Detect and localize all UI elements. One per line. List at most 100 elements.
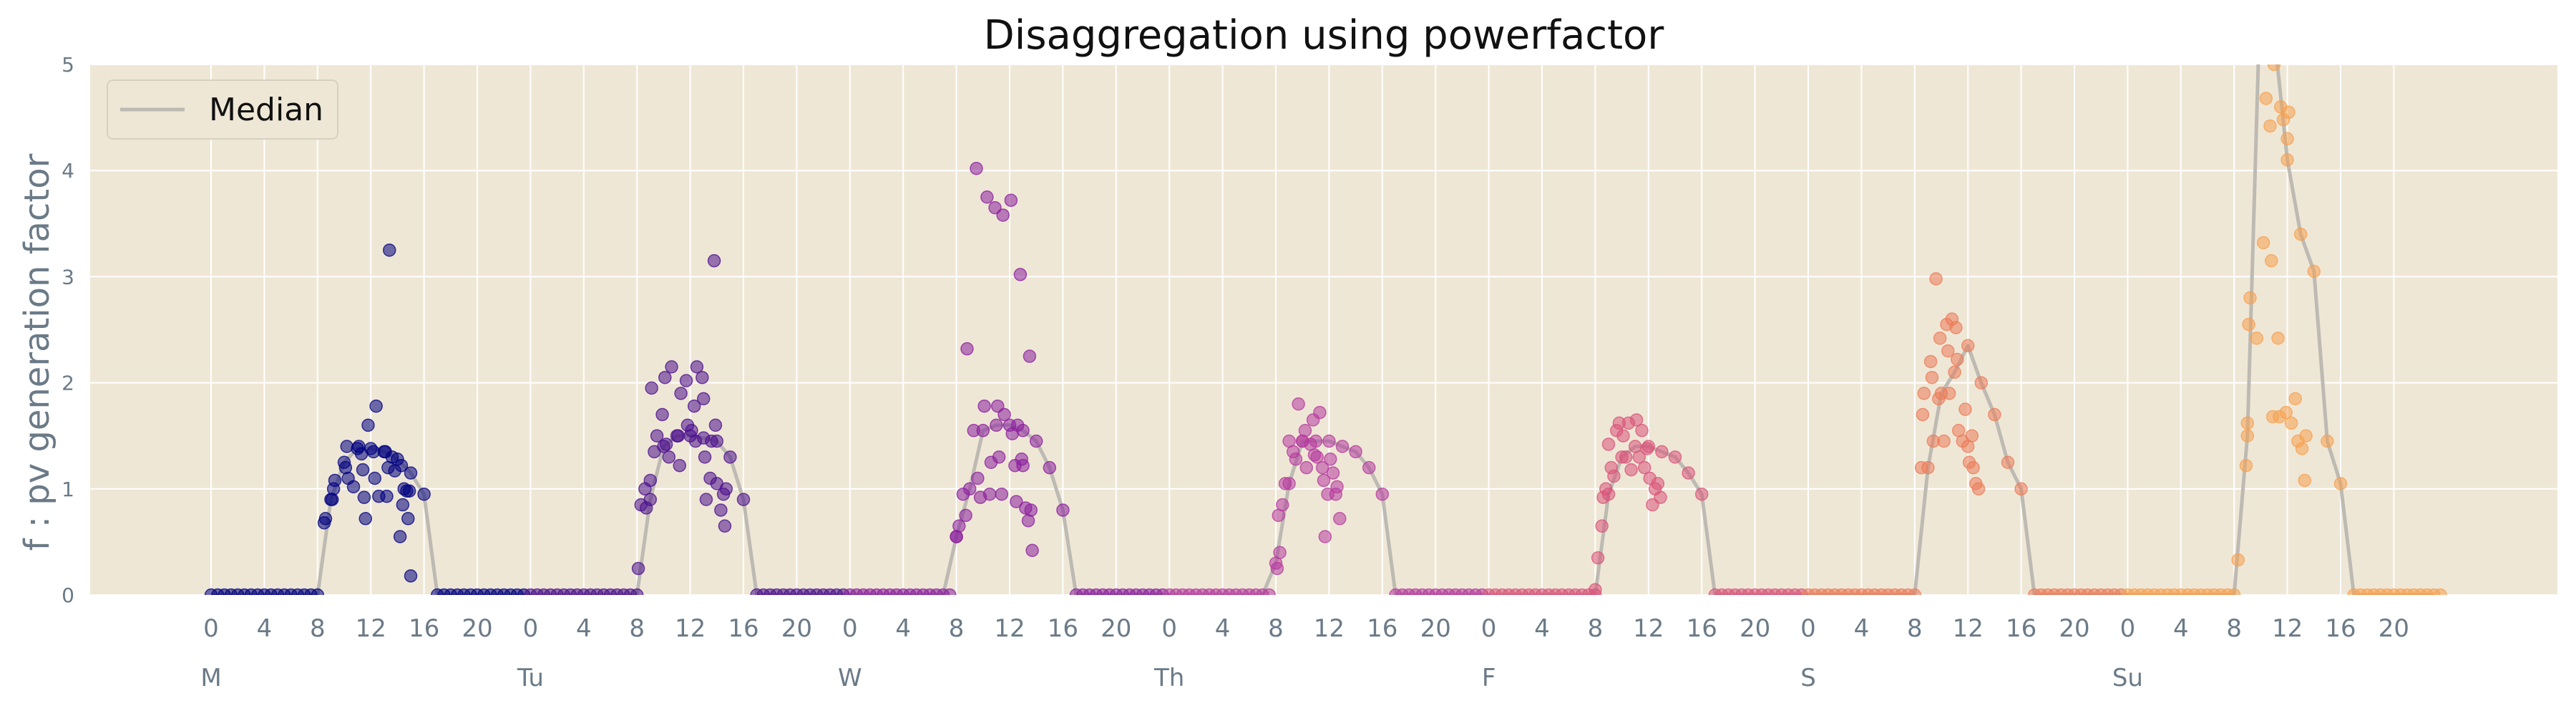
x-tick-label: 0 [1481, 614, 1497, 643]
data-point [662, 450, 676, 464]
x-tick-label: 16 [2325, 614, 2356, 643]
data-point [1624, 463, 1638, 477]
day-label: M [200, 664, 221, 692]
data-point [1601, 437, 1616, 451]
data-point [723, 450, 737, 464]
x-tick-label: 20 [2059, 614, 2089, 643]
data-point [630, 588, 644, 595]
data-point [1668, 450, 1682, 464]
data-point [1929, 272, 1943, 286]
y-tick-label: 0 [62, 584, 74, 607]
x-tick-label: 0 [1161, 614, 1177, 643]
legend: Median [107, 79, 338, 140]
data-point [2240, 429, 2255, 442]
data-point [952, 519, 966, 533]
x-tick-label: 20 [2379, 614, 2409, 643]
data-point [645, 381, 658, 395]
day-label: F [1482, 664, 1496, 692]
data-point [1949, 321, 1963, 334]
data-point [2288, 392, 2303, 406]
data-point [1908, 588, 1922, 595]
data-point [699, 493, 713, 506]
x-tick-label: 20 [1101, 614, 1131, 643]
x-tick-label: 4 [895, 614, 911, 643]
data-point [736, 493, 751, 506]
data-point [1056, 503, 1070, 517]
x-tick-label: 16 [1367, 614, 1397, 643]
data-point [404, 569, 418, 583]
data-point [1595, 519, 1609, 533]
data-point [1589, 583, 1602, 595]
data-point [1010, 418, 1025, 432]
data-point [2293, 227, 2308, 241]
data-point [1313, 405, 1327, 420]
data-point [1651, 477, 1665, 490]
data-point [665, 360, 678, 374]
data-point [1635, 424, 1649, 437]
data-point [1941, 344, 1955, 358]
data-point [1324, 453, 1337, 466]
x-tick-label: 20 [462, 614, 492, 643]
data-point [2284, 416, 2298, 430]
data-point [368, 471, 382, 485]
data-point [2231, 553, 2245, 567]
data-point [718, 519, 732, 533]
data-point [673, 458, 686, 473]
data-point [2280, 132, 2294, 145]
data-point [366, 445, 381, 459]
data-point [1632, 450, 1646, 464]
x-tick-label: 16 [1048, 614, 1078, 643]
data-point [1654, 490, 1667, 504]
day-label: Su [2112, 664, 2143, 692]
data-point [1010, 495, 1023, 508]
data-point [643, 473, 658, 488]
day-labels: M Tu W Th F S Su [200, 664, 2143, 692]
data-point [997, 407, 1011, 422]
data-point [1043, 460, 1057, 475]
data-point [1298, 424, 1312, 437]
x-tick-label: 20 [1420, 614, 1451, 643]
data-point [2333, 477, 2348, 490]
data-point [394, 458, 409, 473]
data-point [2240, 416, 2255, 430]
data-point [1591, 551, 1605, 565]
x-tick-label: 8 [1268, 614, 1284, 643]
x-tick-label: 12 [1953, 614, 1984, 643]
data-point [1948, 365, 1961, 379]
data-point [655, 407, 669, 422]
data-point [696, 370, 709, 384]
x-tick-label: 16 [2006, 614, 2036, 643]
data-point [1004, 193, 1018, 207]
x-tick-label: 8 [949, 614, 965, 643]
data-point [2001, 455, 2015, 469]
data-point [714, 503, 728, 517]
day-label: S [1800, 664, 1816, 692]
data-point [659, 437, 673, 451]
data-point [1318, 530, 1332, 543]
data-point [1333, 512, 1347, 526]
data-point [2243, 291, 2257, 305]
x-tick-label: 20 [781, 614, 812, 643]
data-point [2242, 317, 2255, 332]
x-tick-label: 8 [1907, 614, 1923, 643]
data-point [980, 190, 994, 204]
x-tick-label: 0 [523, 614, 539, 643]
data-point [2265, 253, 2278, 268]
data-point [2250, 332, 2264, 345]
data-point [356, 463, 370, 477]
data-point [1023, 349, 1037, 363]
data-point [318, 512, 333, 526]
x-tick-label: 8 [629, 614, 645, 643]
data-point [1292, 397, 1305, 411]
data-point [2298, 473, 2312, 488]
data-point [2280, 153, 2294, 167]
data-point [995, 487, 1009, 501]
data-point [1974, 376, 1989, 390]
data-point [956, 487, 970, 501]
data-point [959, 508, 972, 523]
x-tick-label: 8 [2226, 614, 2242, 643]
data-point [1925, 370, 1939, 384]
data-point [1607, 469, 1621, 483]
x-tick-label: 12 [994, 614, 1025, 643]
data-point [404, 466, 418, 480]
